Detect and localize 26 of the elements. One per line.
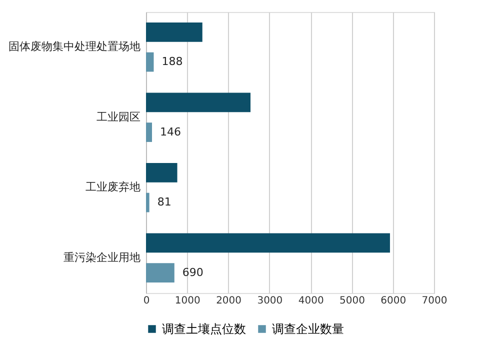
- x-tick-label: 4000: [298, 296, 324, 306]
- x-tick-label: 5000: [339, 296, 365, 306]
- bar: [146, 92, 251, 112]
- bar: [146, 192, 150, 212]
- legend-label: 调查企业数量: [272, 322, 344, 336]
- y-tick-label: 固体废物集中处理处置场地: [8, 40, 140, 54]
- data-label: 690: [182, 266, 204, 279]
- x-tick-label: 0: [143, 296, 150, 306]
- bar: [146, 122, 152, 142]
- x-tick-label: 1000: [174, 296, 200, 306]
- x-tick-label: 2000: [216, 296, 242, 306]
- data-label: 146: [160, 125, 182, 138]
- bar: [146, 263, 174, 282]
- bar: [146, 22, 202, 42]
- bar: [146, 233, 390, 253]
- bar: [146, 52, 154, 72]
- bar: [146, 163, 178, 182]
- y-tick-label: 工业废弃地: [86, 180, 140, 194]
- data-label: 188: [162, 55, 183, 68]
- y-tick-label: 重污染企业用地: [64, 250, 140, 264]
- legend-label: 调查土壤点位数: [162, 322, 246, 336]
- y-tick-label: 工业园区: [96, 110, 140, 124]
- x-tick-label: 3000: [257, 296, 283, 306]
- x-tick-label: 7000: [422, 296, 448, 306]
- x-tick-label: 6000: [380, 296, 406, 306]
- data-label: 81: [157, 196, 172, 209]
